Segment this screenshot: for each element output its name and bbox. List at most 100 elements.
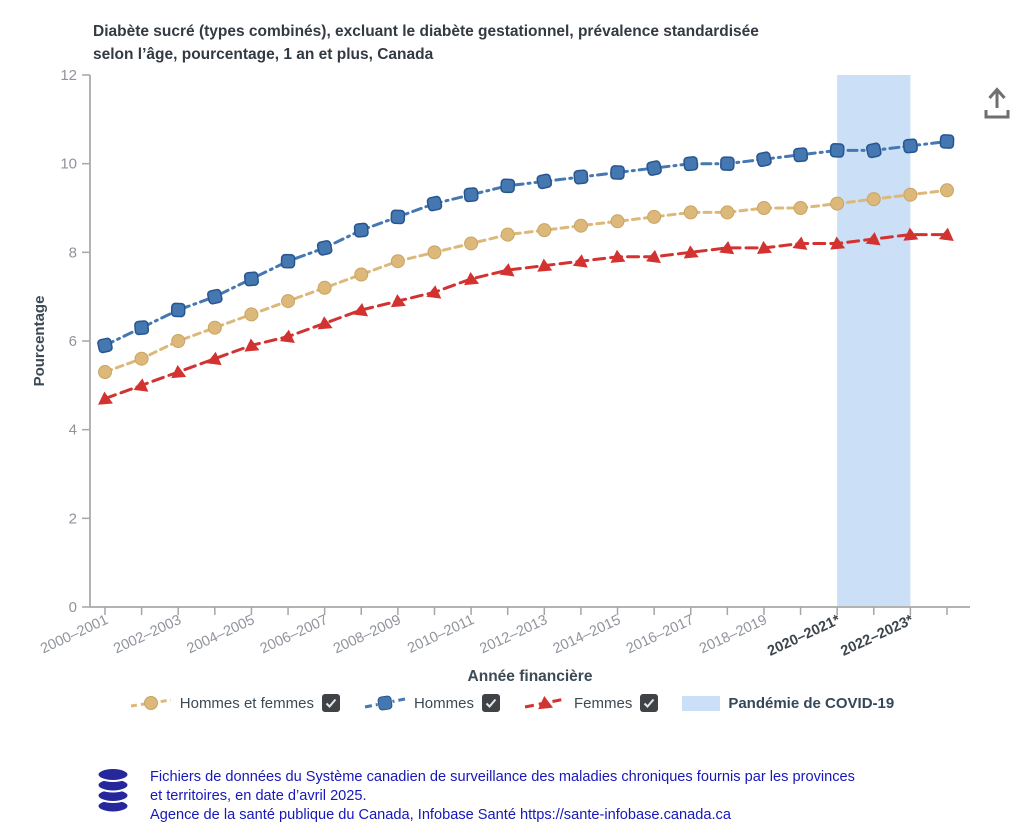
data-point[interactable]	[830, 196, 845, 211]
x-tick-label: 2006–2007	[258, 612, 331, 657]
data-point[interactable]	[280, 253, 296, 269]
data-point[interactable]	[536, 173, 553, 190]
data-point[interactable]	[719, 240, 735, 255]
data-point[interactable]	[646, 160, 662, 176]
data-point[interactable]	[317, 280, 332, 295]
x-tick-label: 2008–2009	[331, 612, 404, 657]
data-point[interactable]	[646, 249, 662, 264]
legend-checkbox-hommes-et-femmes[interactable]	[321, 694, 340, 712]
data-point[interactable]	[647, 209, 662, 224]
y-tick-label: 4	[69, 422, 77, 439]
data-point[interactable]	[317, 316, 333, 330]
data-point[interactable]	[134, 320, 150, 336]
y-tick-label: 2	[69, 510, 77, 527]
legend-checkbox-femmes[interactable]	[640, 694, 659, 712]
data-point[interactable]	[207, 288, 223, 305]
data-point[interactable]	[537, 223, 552, 238]
data-point[interactable]	[426, 284, 442, 299]
data-point[interactable]	[829, 143, 845, 158]
data-point[interactable]	[390, 254, 405, 269]
data-point[interactable]	[902, 138, 918, 154]
legend-checkbox-hommes[interactable]	[481, 694, 500, 712]
hommes-et-femmes-marker-icon	[130, 696, 171, 710]
data-point[interactable]	[244, 307, 259, 322]
data-point[interactable]	[170, 364, 187, 379]
data-point[interactable]	[97, 337, 113, 354]
data-point[interactable]	[939, 134, 955, 149]
data-point[interactable]	[610, 214, 625, 229]
data-point[interactable]	[683, 245, 699, 259]
export-chart-button[interactable]	[979, 84, 1015, 122]
source-agency: Agence de la santé publique du Canada, I…	[150, 807, 520, 823]
data-point[interactable]	[756, 201, 771, 215]
page-title-line-2: selon l’âge, pourcentage, 1 an et plus, …	[93, 46, 434, 63]
x-tick-label: 2002–2003	[111, 612, 184, 657]
data-point[interactable]	[134, 351, 149, 366]
data-point[interactable]	[792, 236, 808, 250]
data-point[interactable]	[243, 271, 259, 287]
data-point[interactable]	[499, 262, 516, 277]
data-point[interactable]	[97, 391, 113, 405]
x-tick-label: 2016–2017	[624, 612, 697, 657]
data-point[interactable]	[353, 222, 369, 238]
data-point[interactable]	[536, 258, 553, 272]
x-tick-label: 2014–2015	[551, 612, 624, 657]
data-point[interactable]	[756, 151, 772, 168]
data-point[interactable]	[903, 187, 918, 202]
data-point[interactable]	[427, 245, 442, 260]
data-point[interactable]	[572, 253, 589, 268]
data-point[interactable]	[756, 240, 772, 255]
data-point[interactable]	[390, 209, 406, 225]
data-point[interactable]	[719, 156, 735, 172]
data-point[interactable]	[243, 338, 260, 352]
data-point[interactable]	[500, 227, 515, 242]
data-source-note: Fichiers de données du Système canadien …	[95, 766, 855, 825]
y-tick-label: 10	[60, 156, 77, 173]
data-point[interactable]	[133, 377, 149, 392]
y-tick-label: 0	[69, 599, 77, 616]
data-point[interactable]	[940, 183, 954, 198]
data-point[interactable]	[865, 231, 882, 246]
legend-label-femmes: Femmes	[573, 694, 633, 712]
data-point[interactable]	[500, 178, 516, 194]
data-point[interactable]	[279, 329, 296, 343]
data-point[interactable]	[793, 201, 808, 215]
data-point[interactable]	[354, 267, 369, 282]
data-point[interactable]	[683, 156, 699, 172]
data-point[interactable]	[609, 249, 626, 263]
infobase-link[interactable]: https://sante-infobase.canada.ca	[520, 807, 731, 823]
export-icon	[984, 87, 1010, 119]
data-point[interactable]	[573, 218, 588, 233]
x-tick-label: 2020–2021*	[765, 612, 843, 660]
legend-item-covid-band: Pandémie de COVID-19	[682, 695, 894, 712]
data-point[interactable]	[829, 236, 846, 250]
data-point[interactable]	[683, 205, 698, 220]
data-point[interactable]	[281, 294, 296, 309]
data-point[interactable]	[938, 227, 955, 241]
legend-label-hommes-et-femmes: Hommes et femmes	[179, 694, 314, 712]
data-point[interactable]	[207, 320, 222, 335]
data-point[interactable]	[170, 302, 186, 318]
chart-canvas: 0 2 4 6 8 10 12 2000–2001 2002–2003 2004–2005 2006…	[31, 67, 970, 685]
data-point[interactable]	[866, 192, 881, 207]
data-point[interactable]	[171, 334, 186, 348]
y-tick-label: 12	[60, 67, 77, 84]
data-point[interactable]	[573, 169, 589, 185]
data-point[interactable]	[865, 142, 882, 159]
data-point[interactable]	[902, 227, 919, 241]
data-point[interactable]	[610, 165, 625, 180]
data-point[interactable]	[426, 195, 443, 212]
data-point[interactable]	[463, 187, 479, 203]
x-axis-title: Année financière	[468, 668, 593, 685]
data-point[interactable]	[353, 302, 369, 317]
data-point[interactable]	[793, 147, 809, 163]
data-point[interactable]	[464, 236, 479, 251]
x-tick-label: 2004–2005	[185, 612, 258, 657]
data-point[interactable]	[390, 293, 406, 308]
data-point[interactable]	[98, 365, 112, 380]
data-point[interactable]	[463, 271, 480, 286]
y-tick-label: 8	[69, 244, 77, 261]
data-point[interactable]	[316, 240, 333, 256]
data-point[interactable]	[720, 205, 735, 220]
data-point[interactable]	[206, 351, 223, 366]
